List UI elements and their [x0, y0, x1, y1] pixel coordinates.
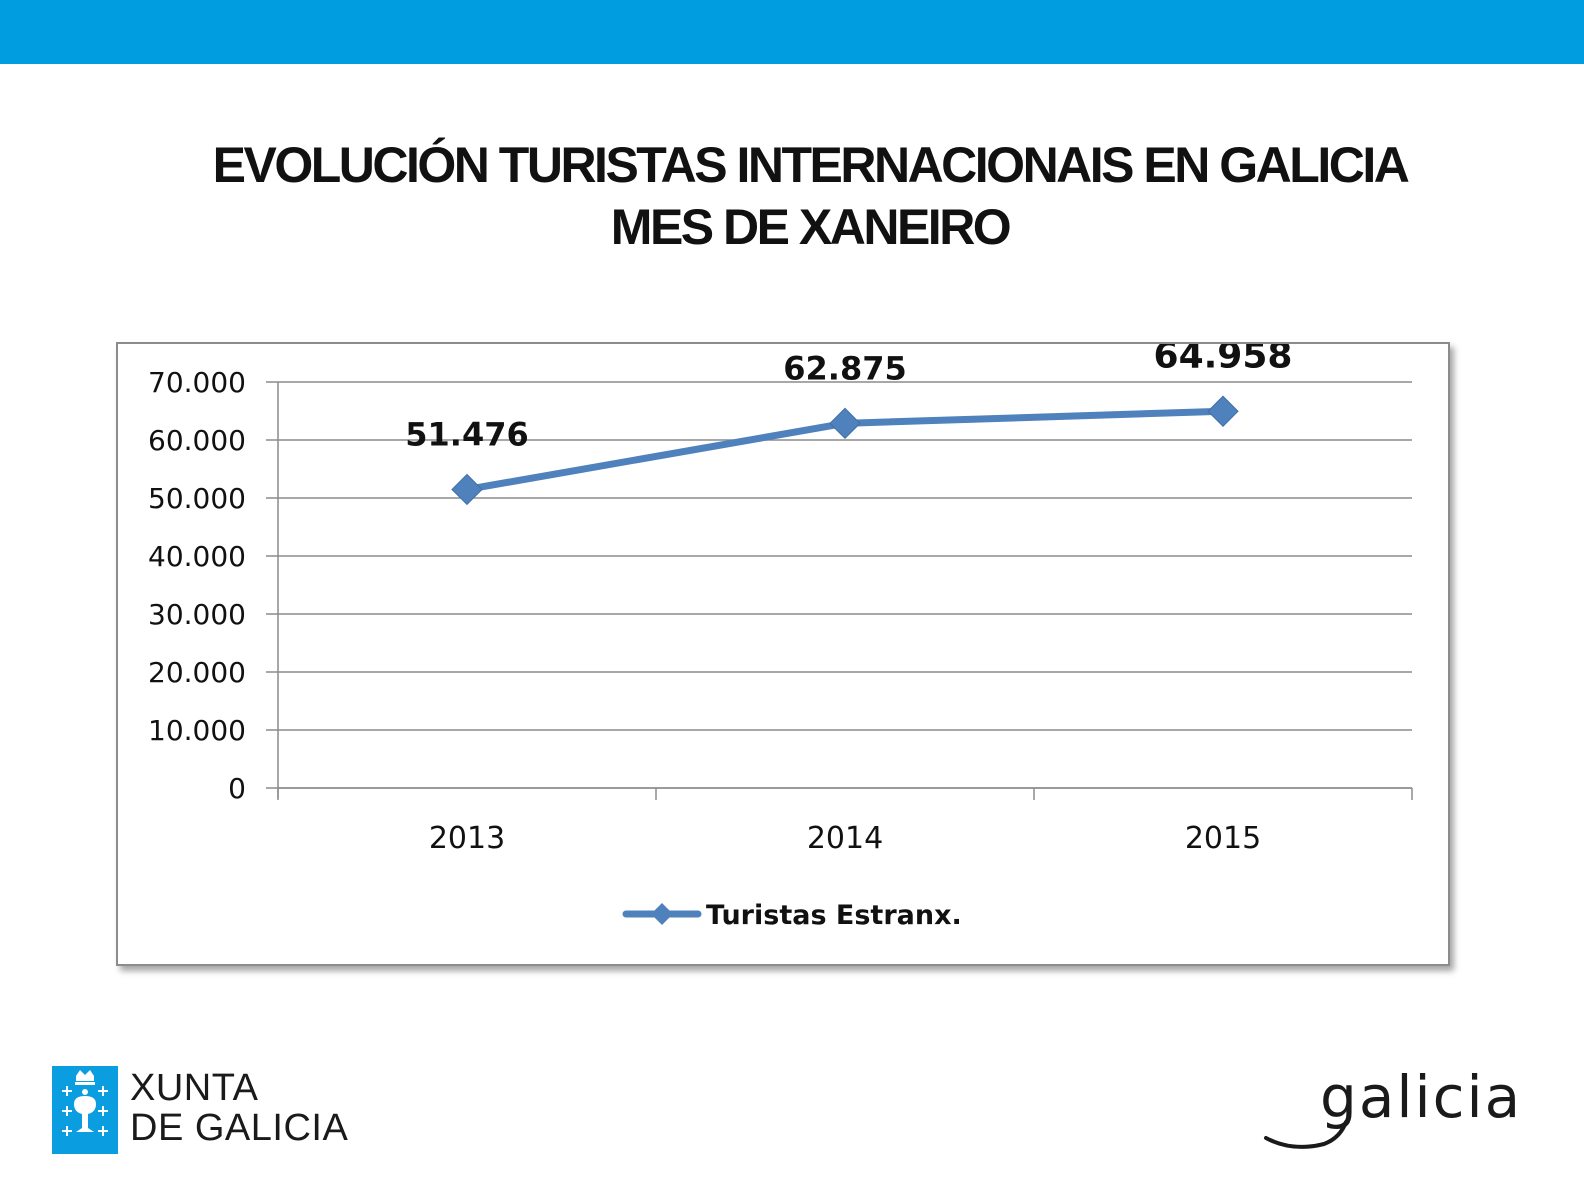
- y-tick-label: 60.000: [148, 424, 246, 457]
- xunta-logo-line1: XUNTA: [130, 1067, 259, 1109]
- y-tick-label: 70.000: [148, 366, 246, 399]
- y-tick-label: 10.000: [148, 714, 246, 747]
- galicia-brand-logo: galicia: [1262, 1060, 1522, 1160]
- data-label: 62.875: [783, 349, 906, 387]
- x-tick-label: 2014: [807, 821, 883, 856]
- data-point-marker: [829, 407, 861, 440]
- line-chart: 0 10.000 20.000 30.000 40.000 50.000 60.000 70.…: [148, 344, 1413, 931]
- xunta-logo-line2: DE GALICIA: [130, 1107, 349, 1149]
- y-tick-label: 40.000: [148, 540, 246, 573]
- x-tick-label: 2015: [1185, 821, 1261, 856]
- y-tick-label: 0: [228, 772, 246, 805]
- y-tick-label: 20.000: [148, 656, 246, 689]
- data-point-marker: [1207, 395, 1239, 427]
- y-tick-label: 50.000: [148, 482, 246, 515]
- x-tick-label: 2013: [429, 821, 505, 856]
- xunta-de-galicia-logo: XUNTA DE GALICIA: [52, 1066, 352, 1156]
- legend-marker-icon: [651, 903, 673, 925]
- data-point-marker: [451, 473, 483, 506]
- legend-label: Turistas Estranx.: [706, 900, 962, 931]
- top-banner-bar: [0, 0, 1584, 64]
- xunta-shield-icon: [52, 1066, 118, 1154]
- slide-title-line1: EVOLUCIÓN TURISTAS INTERNACIONAIS EN GAL…: [212, 137, 1410, 193]
- galicia-logo-text: galicia: [1320, 1063, 1523, 1131]
- galicia-swoosh-icon: [1264, 1120, 1348, 1149]
- y-tick-label: 30.000: [148, 598, 246, 631]
- slide-title: EVOLUCIÓN TURISTAS INTERNACIONAIS EN GAL…: [80, 134, 1540, 258]
- chart-frame: 0 10.000 20.000 30.000 40.000 50.000 60.000 70.…: [116, 342, 1450, 966]
- slide-title-line2: MES DE XANEIRO: [610, 199, 1012, 255]
- xunta-logo-text: XUNTA DE GALICIA: [130, 1068, 348, 1148]
- data-label: 64.958: [1154, 344, 1293, 376]
- data-label: 51.476: [405, 415, 528, 453]
